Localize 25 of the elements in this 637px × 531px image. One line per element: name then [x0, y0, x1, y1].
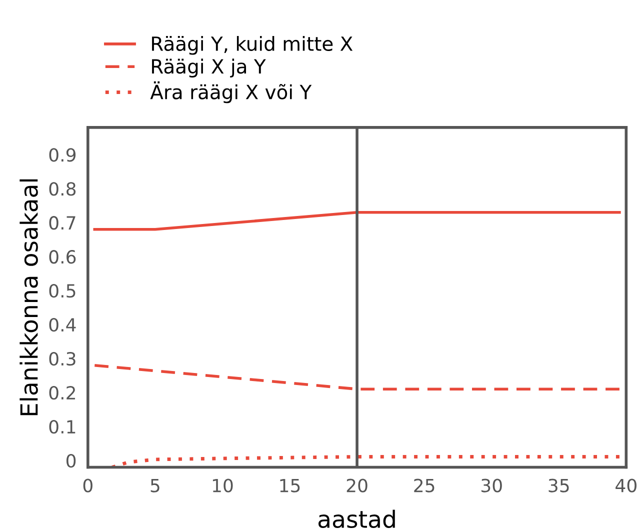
y-tick-label: 0.4 — [49, 318, 76, 332]
line-series — [110, 455, 622, 468]
y-tick-label: 0.3 — [49, 352, 76, 366]
y-axis-title: Elanikkonna osakaal — [20, 179, 38, 416]
y-tick-label: 0.6 — [49, 250, 76, 264]
x-tick-label: 40 — [616, 478, 636, 492]
x-axis-title: aastad — [318, 510, 395, 528]
legend-label: Räägi Y, kuid mitte X — [152, 36, 353, 55]
y-tick-label: 0.2 — [49, 386, 75, 400]
y-tick-label: 0 — [66, 454, 76, 468]
y-tick-label: 0.5 — [49, 284, 76, 298]
legend-label: Räägi X ja Y — [152, 58, 266, 78]
y-tick-label: 0.8 — [49, 182, 76, 196]
x-tick-label: 10 — [212, 478, 233, 492]
y-tick-label: 0.7 — [49, 216, 76, 230]
x-tick-label: 20 — [346, 478, 368, 492]
legend-label: Ära räägi X või Y — [150, 81, 312, 104]
y-tick-label: 0.1 — [49, 420, 76, 434]
x-tick-label: 15 — [280, 478, 300, 492]
x-tick-label: 35 — [548, 478, 569, 492]
x-tick-label: 30 — [481, 478, 502, 492]
x-tick-label: 0 — [83, 478, 92, 492]
y-tick-label: 0.9 — [49, 148, 76, 162]
x-tick-label: 25 — [414, 478, 434, 492]
x-tick-label: 5 — [150, 478, 160, 492]
